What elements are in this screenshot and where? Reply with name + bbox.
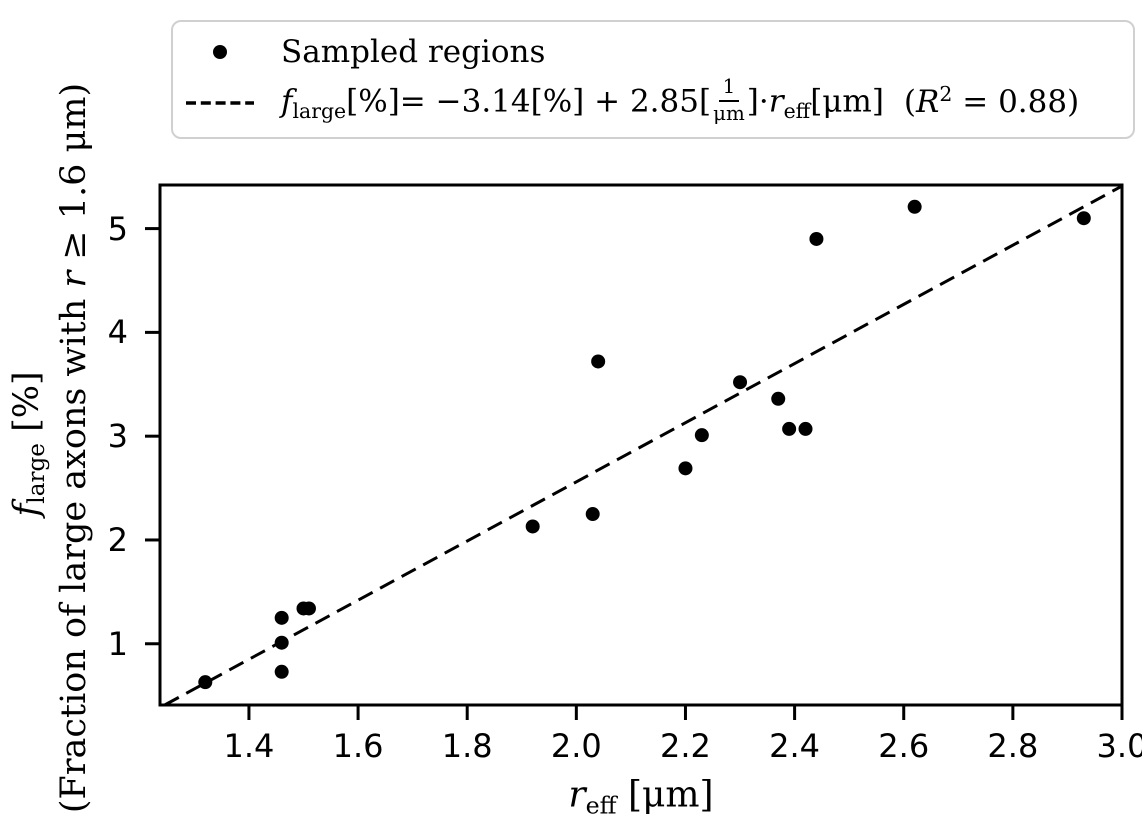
y-axis-desc-post: ≥ 1.6 μm): [54, 82, 94, 271]
fit-eq-r-sub: eff: [783, 98, 811, 123]
y-axis-label-symbol: flarge [%]: [7, 371, 51, 517]
scatter-point: [525, 519, 540, 534]
fit-eq-fraction: 1 μm: [713, 76, 745, 126]
fit-eq-after-frac: ]·: [746, 83, 769, 120]
fit-eq-mid: [%]= −3.14[%] + 2.85[: [346, 83, 712, 120]
x-tick-label: 2.8: [987, 727, 1039, 765]
x-tick-label: 1.4: [223, 727, 275, 765]
fit-eq-r: r: [768, 83, 784, 120]
x-axis-label-sub: eff: [585, 791, 617, 820]
fit-line: [163, 184, 1123, 707]
fit-eq-f: f: [281, 83, 293, 120]
scatter-point: [1076, 211, 1091, 226]
scatter-marker-icon: [213, 44, 227, 59]
fit-eq-r2-open: (: [903, 83, 917, 120]
scatter-point: [809, 231, 824, 246]
x-tick-label: 1.6: [332, 727, 384, 765]
x-tick-label: 2.4: [769, 727, 821, 765]
legend-label-fit-equation: flarge[%]= −3.14[%] + 2.85[1 μm]·reff[μm]…: [281, 76, 1080, 128]
fit-eq-r2-sup: 2: [939, 81, 953, 106]
x-tick-label: 1.8: [441, 727, 493, 765]
scatter-point: [771, 391, 786, 406]
scatter-point: [678, 461, 693, 476]
y-tick-label: 2: [107, 520, 128, 559]
y-axis-desc-var: r: [54, 270, 94, 288]
x-axis-label: reff [μm]: [568, 774, 714, 820]
scatter-point: [301, 601, 316, 616]
scatter-point: [585, 507, 600, 522]
x-tick-label: 3.0: [1096, 727, 1142, 765]
x-tick-label: 2.2: [660, 727, 711, 765]
scatter-point: [274, 664, 289, 679]
y-axis-label-unit: [%]: [7, 371, 47, 444]
scatter-point: [733, 375, 748, 390]
y-tick-label: 3: [107, 417, 128, 456]
plot-spines: [158, 183, 1124, 707]
y-axis-desc-pre: (Fraction of large axons with: [54, 287, 94, 814]
fit-eq-frac-den: μm: [713, 102, 745, 126]
legend: Sampled regions flarge[%]= −3.14[%] + 2.…: [171, 20, 1135, 139]
legend-item-fit-line: flarge[%]= −3.14[%] + 2.85[1 μm]·reff[μm]…: [186, 75, 1123, 132]
scatter-point: [694, 428, 709, 443]
scatter-point: [274, 635, 289, 650]
scatter-point: [198, 675, 213, 690]
scatter-point: [274, 610, 289, 625]
dashed-line-icon: [186, 101, 254, 106]
y-axis-label-sub: large: [24, 443, 51, 504]
y-axis-label-description: (Fraction of large axons with r ≥ 1.6 μm…: [54, 83, 94, 813]
fit-eq-frac-num: 1: [718, 76, 740, 103]
legend-handle: [186, 44, 254, 59]
scatter-point: [907, 199, 922, 214]
y-tick-label: 1: [107, 624, 128, 663]
x-tick-label: 2.0: [550, 727, 602, 765]
scatter-point: [782, 421, 797, 436]
x-tick-label: 2.6: [878, 727, 930, 765]
y-tick-label: 4: [107, 313, 128, 352]
x-axis-label-unit: [μm]: [616, 774, 714, 816]
scatter-point: [591, 354, 606, 369]
legend-label-sampled-regions: Sampled regions: [281, 33, 546, 70]
scatter-point: [798, 421, 813, 436]
legend-handle: [186, 99, 254, 107]
y-tick-label: 5: [107, 209, 128, 248]
legend-item-sampled-regions: Sampled regions: [186, 29, 1123, 75]
fit-eq-r-unit: [μm]: [810, 83, 884, 120]
y-axis-label-var: f: [7, 503, 47, 517]
fit-eq-r2-rest: = 0.88): [952, 83, 1080, 120]
fit-eq-f-sub: large: [292, 98, 347, 123]
fit-eq-r2: (R2 = 0.88): [903, 81, 1080, 120]
fit-eq-r2-var: R: [916, 83, 940, 120]
x-axis-label-var: r: [568, 774, 586, 816]
